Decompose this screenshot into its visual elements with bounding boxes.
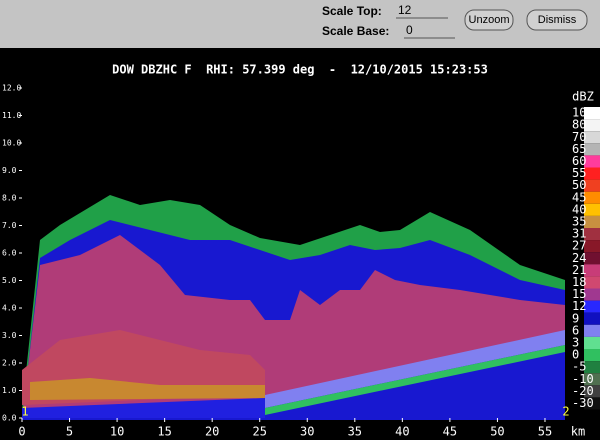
colorbar-label: -20 — [572, 384, 594, 398]
colorbar-label: 18 — [572, 275, 586, 289]
colorbar-label: 0 — [572, 348, 579, 362]
colorbar-swatch — [584, 143, 600, 156]
x-tick-label: 35 — [348, 425, 362, 439]
colorbar-swatch — [584, 215, 600, 228]
x-tick-label: 40 — [395, 425, 409, 439]
colorbar-label: 24 — [572, 251, 586, 265]
colorbar-swatch — [584, 228, 600, 241]
y-tick-label: 11.0 — [2, 111, 21, 120]
colorbar-swatch — [584, 300, 600, 313]
x-tick-label: 0 — [18, 425, 25, 439]
x-tick-label: 30 — [300, 425, 314, 439]
marker-1: 1 — [21, 405, 28, 419]
colorbar-label: -5 — [572, 360, 586, 374]
colorbar-swatch — [584, 361, 600, 374]
colorbar-swatch — [584, 288, 600, 301]
x-unit: km — [571, 425, 585, 439]
colorbar-swatch — [584, 191, 600, 204]
colorbar-swatch — [584, 397, 600, 410]
colorbar-swatch — [584, 167, 600, 180]
y-tick-label: 2.0 — [2, 359, 17, 368]
colorbar-label: 27 — [572, 239, 586, 253]
colorbar-swatch — [584, 107, 600, 120]
y-tick-label: 6.0 — [2, 249, 17, 258]
colorbar-swatch — [584, 336, 600, 349]
colorbar-label: 45 — [572, 190, 586, 204]
y-tick-label: 0.0 — [2, 414, 17, 423]
colorbar-swatch — [584, 119, 600, 132]
colorbar-swatch — [584, 312, 600, 325]
x-tick-label: 15 — [157, 425, 171, 439]
colorbar-swatch — [584, 203, 600, 216]
colorbar-swatch — [584, 264, 600, 277]
echo-ground-green — [265, 345, 565, 415]
colorbar-swatch — [584, 155, 600, 168]
colorbar-label: 40 — [572, 202, 586, 216]
radar-echo — [22, 195, 565, 420]
colorbar-label: 65 — [572, 142, 586, 156]
colorbar-label: 12 — [572, 299, 586, 313]
colorbar-swatch — [584, 179, 600, 192]
colorbar-swatch — [584, 324, 600, 337]
x-tick-label: 55 — [538, 425, 552, 439]
colorbar-label: 80 — [572, 118, 586, 132]
x-tick-label: 10 — [110, 425, 124, 439]
y-tick-label: 8.0 — [2, 194, 17, 203]
echo-orange — [30, 378, 265, 400]
colorbar-label: 15 — [572, 287, 586, 301]
y-tick-label: 3.0 — [2, 331, 17, 340]
scale-top-label: Scale Top: — [322, 4, 382, 18]
colorbar-label: 55 — [572, 166, 586, 180]
y-tick-label: 9.0 — [2, 166, 17, 175]
colorbar-swatch — [584, 385, 600, 398]
x-tick-label: 20 — [205, 425, 219, 439]
colorbar-swatch — [584, 240, 600, 253]
scale-base-label: Scale Base: — [322, 24, 389, 38]
y-tick-label: 10.0 — [2, 139, 21, 148]
colorbar-label: 6 — [572, 323, 579, 337]
colorbar-swatch — [584, 252, 600, 265]
dismiss-button[interactable] — [526, 9, 588, 31]
unzoom-button[interactable] — [464, 9, 514, 31]
x-tick-label: 5 — [66, 425, 73, 439]
colorbar-label: 60 — [572, 154, 586, 168]
colorbar-label: 100 — [572, 106, 594, 120]
dismiss-label[interactable]: Dismiss — [538, 14, 577, 26]
y-tick-label: 4.0 — [2, 304, 17, 313]
colorbar-label: 21 — [572, 263, 586, 277]
colorbar-label: -30 — [572, 396, 594, 410]
colorbar-label: 3 — [572, 335, 579, 349]
colorbar-swatch — [584, 373, 600, 386]
colorbar-swatch — [584, 131, 600, 144]
y-tick-label: 5.0 — [2, 276, 17, 285]
y-tick-label: 12.0 — [2, 84, 21, 93]
x-tick-label: 25 — [252, 425, 266, 439]
colorbar-unit: dBZ — [572, 90, 594, 104]
colorbar-swatch — [584, 349, 600, 362]
colorbar-label: 50 — [572, 178, 586, 192]
y-tick-label: 1.0 — [2, 386, 17, 395]
echo-lavender — [265, 330, 565, 408]
echo-base — [22, 398, 265, 418]
colorbar-label: -10 — [572, 372, 594, 386]
colorbar-swatch — [584, 276, 600, 289]
y-tick-label: 7.0 — [2, 221, 17, 230]
marker-2: 2 — [562, 405, 569, 419]
x-tick-label: 45 — [443, 425, 457, 439]
colorbar-label: 31 — [572, 227, 586, 241]
unzoom-label[interactable]: Unzoom — [469, 14, 510, 26]
colorbar-label: 35 — [572, 214, 586, 228]
colorbar-label: 70 — [572, 130, 586, 144]
plot-title: DOW DBZHC F RHI: 57.399 deg - 12/10/2015… — [112, 63, 488, 77]
scale-base-input[interactable]: 0 — [406, 23, 413, 37]
x-tick-label: 50 — [490, 425, 504, 439]
colorbar-label: 9 — [572, 311, 579, 325]
scale-top-input[interactable]: 12 — [398, 3, 412, 17]
